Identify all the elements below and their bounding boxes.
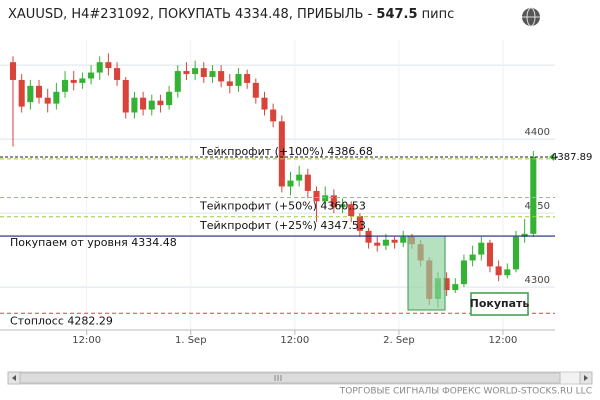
candle-body bbox=[348, 204, 355, 217]
candle-body bbox=[131, 97, 138, 113]
candle-body bbox=[452, 284, 459, 291]
candle-body bbox=[183, 71, 190, 75]
arrow-left bbox=[12, 375, 16, 381]
candle-body bbox=[157, 100, 164, 106]
button-label[interactable]: Покупать bbox=[470, 297, 530, 310]
candle-body bbox=[140, 97, 147, 110]
candle-body bbox=[460, 260, 467, 285]
title-text: XAUUSD, H4#231092, ПОКУПАТЬ 4334.48, ПРИ… bbox=[8, 7, 376, 22]
level-label: Тейкпрофит (+100%) 4386.68 bbox=[199, 145, 373, 158]
candle-body bbox=[244, 74, 251, 83]
candle-body bbox=[9, 62, 17, 80]
candle-body bbox=[270, 109, 277, 122]
level-label: Тейкпрофит (+25%) 4347.53 bbox=[199, 219, 366, 232]
candle-body bbox=[495, 266, 502, 276]
trade-zone bbox=[407, 235, 446, 311]
candle-body bbox=[304, 174, 311, 191]
candle-body bbox=[530, 156, 537, 234]
candle-body bbox=[469, 254, 476, 261]
candle-body bbox=[478, 242, 485, 255]
x-tick-label: 2. Sep bbox=[383, 335, 415, 346]
candle-body bbox=[443, 278, 450, 291]
candle-body bbox=[209, 71, 216, 77]
candle-body bbox=[374, 242, 381, 246]
candle-body bbox=[114, 68, 121, 80]
x-tick-label: 1. Sep bbox=[175, 335, 207, 346]
candle-body bbox=[122, 79, 129, 113]
candle-body bbox=[365, 230, 372, 243]
candle-body bbox=[218, 71, 225, 82]
candle-body bbox=[330, 195, 337, 208]
candle-body bbox=[512, 236, 520, 270]
candle-body bbox=[174, 71, 181, 92]
level-label: Покупаем от уровня 4334.48 bbox=[10, 236, 177, 249]
candle-body bbox=[382, 239, 389, 246]
globe-icon[interactable] bbox=[522, 7, 540, 27]
candle-body bbox=[521, 233, 528, 237]
candle-body bbox=[235, 74, 242, 86]
scroll-thumb[interactable] bbox=[19, 372, 561, 384]
candle-body bbox=[226, 81, 233, 86]
candle-body bbox=[356, 216, 363, 231]
level-label: Стоплосс 4282.29 bbox=[10, 314, 113, 327]
title-unit: пипс bbox=[418, 7, 455, 22]
candle-body bbox=[105, 62, 112, 69]
candle-body bbox=[27, 85, 34, 103]
candle-body bbox=[339, 204, 346, 208]
arrow-right bbox=[584, 375, 588, 381]
candle-body bbox=[79, 78, 86, 83]
candle-body bbox=[53, 91, 60, 104]
x-tick-label: 12:00 bbox=[280, 335, 309, 346]
chart-title: XAUUSD, H4#231092, ПОКУПАТЬ 4334.48, ПРИ… bbox=[8, 7, 454, 22]
candle-body bbox=[70, 79, 77, 83]
last-price-label: 4387.89 bbox=[551, 152, 592, 163]
y-tick-label: 4300 bbox=[525, 275, 550, 286]
buy-button[interactable]: Покупать bbox=[470, 292, 530, 316]
candle-body bbox=[391, 239, 398, 243]
candle-body bbox=[192, 68, 199, 75]
candle-body bbox=[148, 100, 155, 110]
candle-body bbox=[200, 68, 207, 77]
x-tick-label: 12:00 bbox=[72, 335, 101, 346]
candle-body bbox=[486, 242, 493, 267]
last-price-marker bbox=[549, 153, 554, 162]
candle-body bbox=[278, 121, 285, 187]
candle-body bbox=[96, 62, 103, 73]
level-label: Тейкпрофит (+50%) 4360.53 bbox=[199, 200, 366, 213]
scrollbar[interactable] bbox=[7, 371, 593, 385]
candle-body bbox=[287, 180, 294, 187]
title-profit: 547.5 bbox=[376, 7, 417, 22]
candle-body bbox=[313, 190, 320, 202]
candle-body bbox=[44, 97, 51, 104]
y-tick-label: 4350 bbox=[525, 201, 550, 212]
candle-body bbox=[252, 82, 259, 98]
candle-body bbox=[400, 236, 407, 243]
candle-body bbox=[261, 97, 268, 110]
candle-body bbox=[322, 195, 329, 202]
footer: ТОРГОВЫЕ СИГНАЛЫ ФОРЕКС WORLD-STOCKS.RU … bbox=[339, 387, 592, 397]
y-tick-label: 4400 bbox=[525, 127, 550, 138]
candle-body bbox=[88, 72, 95, 79]
candle-body bbox=[504, 269, 511, 276]
candle-body bbox=[18, 79, 25, 107]
candle-body bbox=[35, 85, 43, 98]
button-frame[interactable] bbox=[470, 292, 529, 316]
candle-body bbox=[296, 174, 303, 181]
thumb-grip bbox=[274, 375, 282, 381]
candle-body bbox=[62, 79, 69, 92]
x-tick-label: 12:00 bbox=[489, 335, 518, 346]
candle-body bbox=[166, 91, 173, 106]
